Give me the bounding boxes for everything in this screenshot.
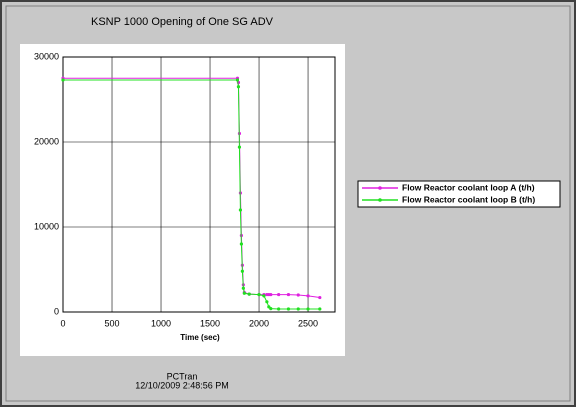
point <box>239 242 243 246</box>
y-tick-label: 20000 <box>34 136 59 146</box>
point <box>242 291 246 295</box>
x-tick-label: 0 <box>60 318 65 328</box>
point <box>236 85 241 89</box>
footer: 12/10/2009 2:48:56 PM <box>135 380 229 390</box>
series-line <box>63 79 320 310</box>
x-tick-label: 500 <box>104 318 119 328</box>
point <box>306 294 310 298</box>
point <box>262 294 266 298</box>
y-tick-label: 0 <box>54 306 59 316</box>
inner-border <box>5 5 571 402</box>
point <box>306 307 310 311</box>
point <box>286 307 291 311</box>
legend-label: Flow Reactor coolant loop B (t/h) <box>402 194 535 204</box>
point <box>269 292 273 297</box>
plot-frame <box>62 56 336 313</box>
x-tick-label: 2500 <box>298 318 318 328</box>
point <box>61 78 65 82</box>
legend <box>357 180 561 208</box>
point <box>257 292 261 297</box>
legend-marker <box>378 198 382 202</box>
point <box>247 292 251 296</box>
point <box>269 307 273 311</box>
y-tick-label: 10000 <box>34 221 59 231</box>
point <box>240 269 244 273</box>
point <box>265 300 269 304</box>
point <box>277 292 281 297</box>
point <box>318 295 322 300</box>
footer: PCTran <box>167 371 198 381</box>
x-tick-label: 1000 <box>151 318 171 328</box>
x-axis-label: Time (sec) <box>180 333 220 342</box>
point <box>241 286 245 290</box>
point <box>235 78 240 82</box>
x-tick-label: 2000 <box>249 318 269 328</box>
point <box>237 145 242 149</box>
point <box>238 208 243 212</box>
point <box>296 307 300 311</box>
point <box>277 307 281 311</box>
point <box>296 293 300 297</box>
point <box>318 307 322 311</box>
chart-title: KSNP 1000 Opening of One SG ADV <box>91 16 274 28</box>
y-tick-label: 30000 <box>34 51 59 61</box>
legend-label: Flow Reactor coolant loop A (t/h) <box>402 182 535 192</box>
legend-marker <box>378 186 382 190</box>
point <box>286 292 291 297</box>
plot-panel <box>20 44 345 356</box>
x-tick-label: 1500 <box>200 318 220 328</box>
